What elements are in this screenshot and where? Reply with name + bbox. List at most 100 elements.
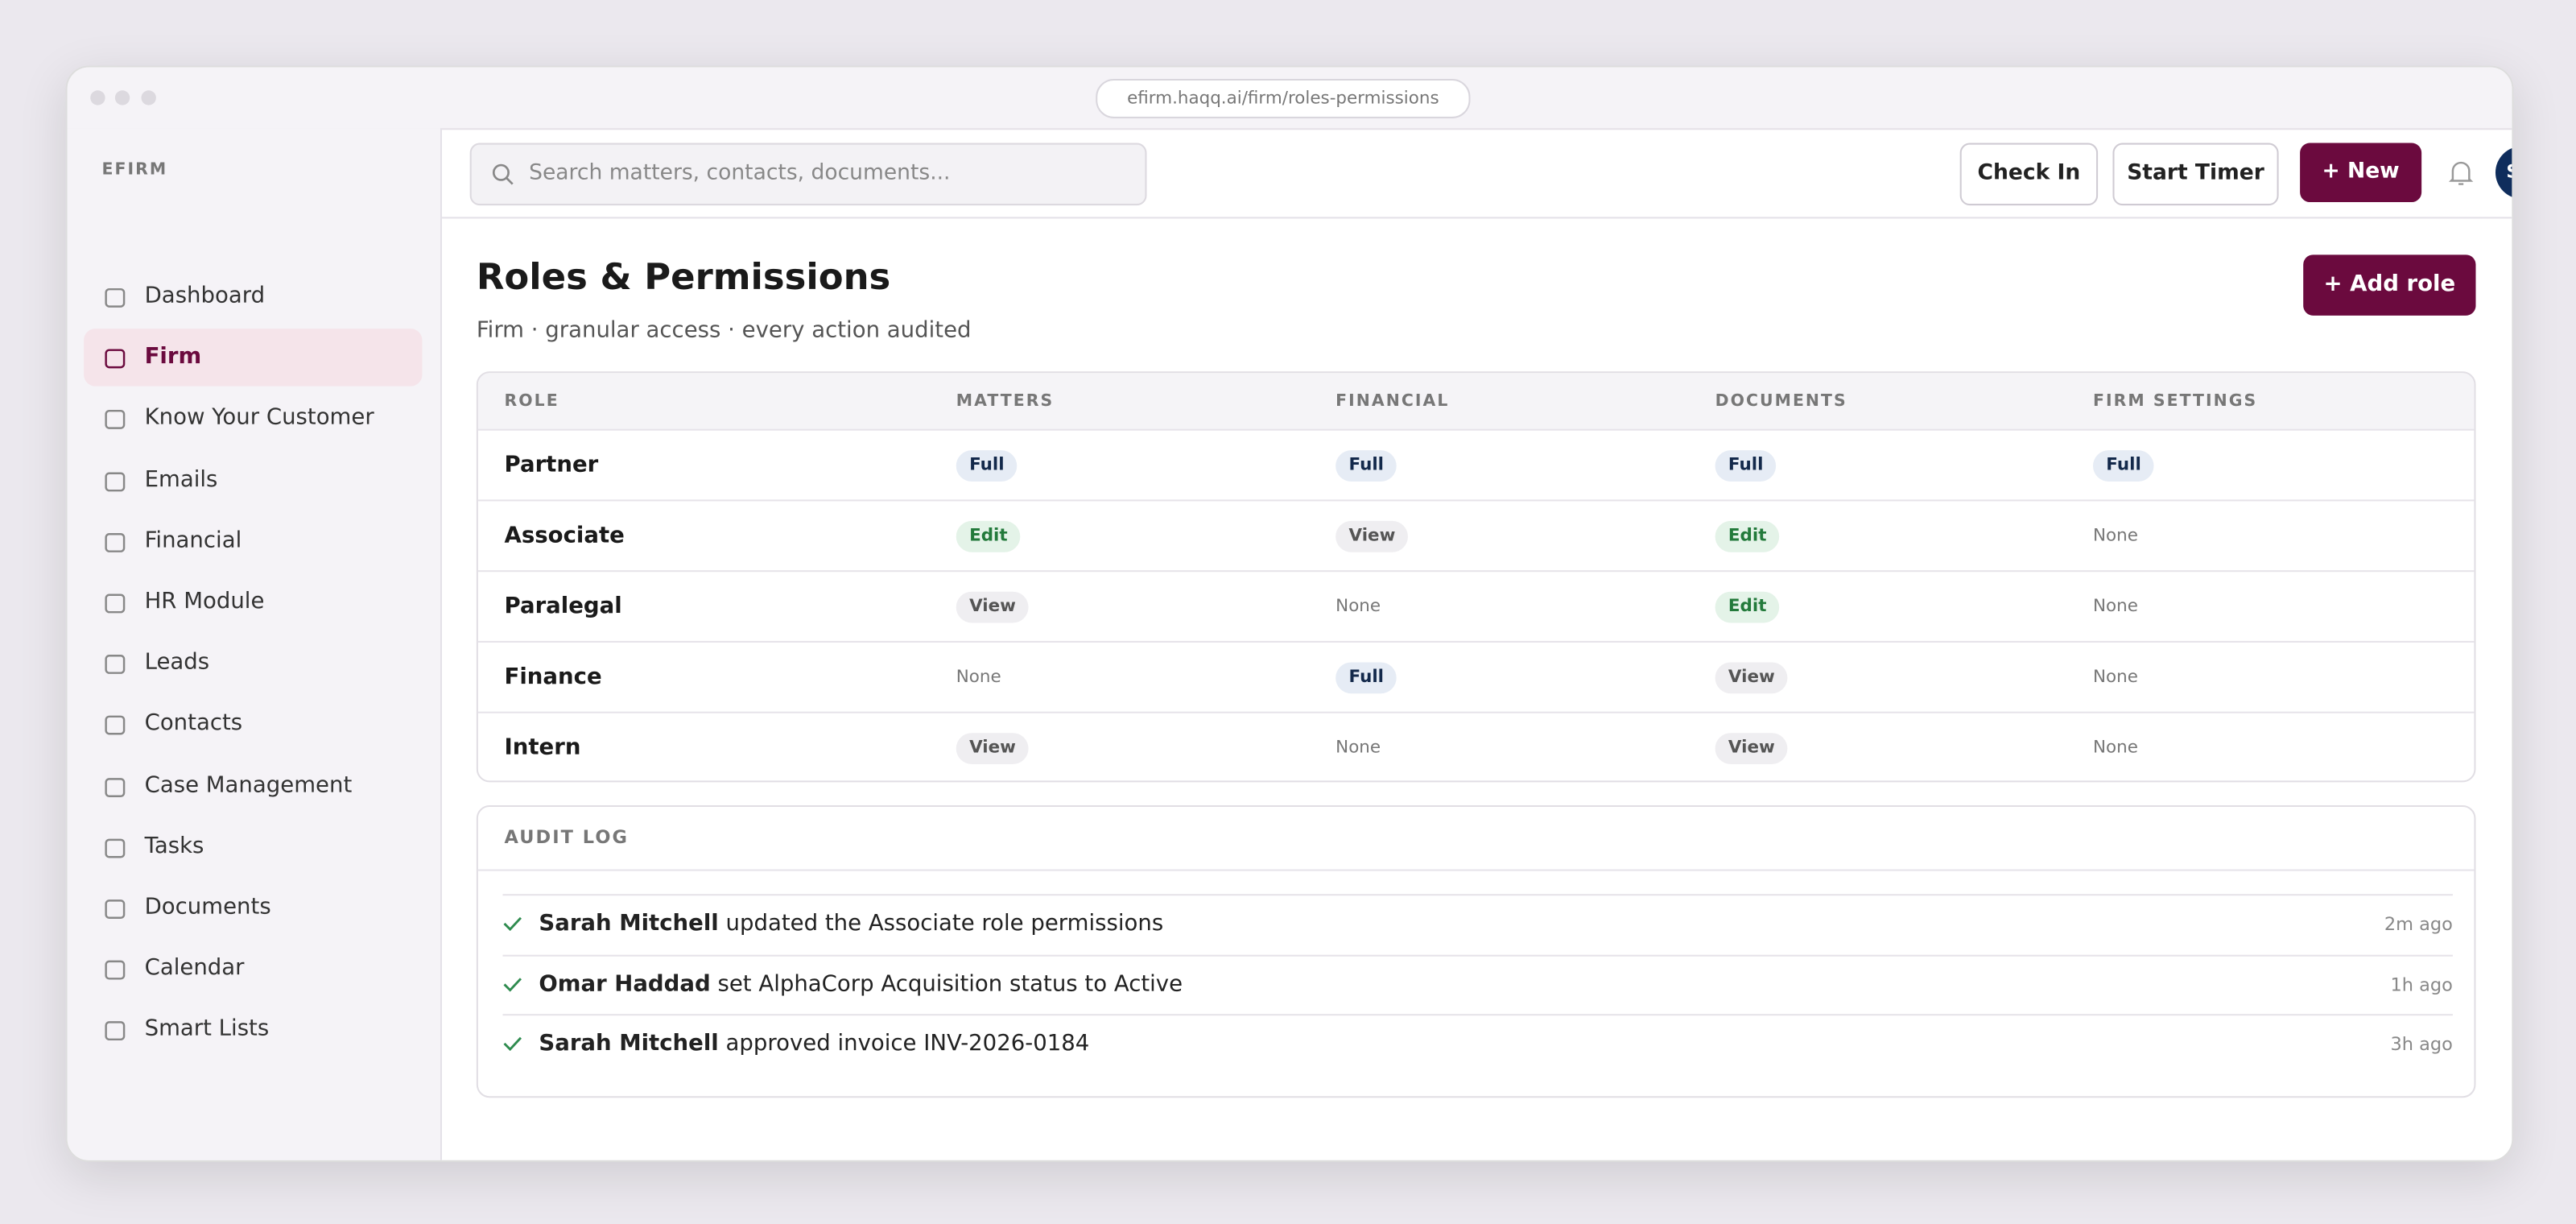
- action: set AlphaCorp Acquisition status to Acti…: [717, 970, 1183, 997]
- nav-icon: [105, 777, 126, 797]
- check-icon: [503, 1036, 522, 1052]
- permission-badge: View: [1715, 733, 1789, 764]
- nav-icon: [105, 1021, 126, 1041]
- search[interactable]: Search matters, contacts, documents...: [469, 143, 1147, 206]
- column-header: DOCUMENTS: [1715, 392, 1847, 411]
- sidebar: EFIRM Dashboard Firm Know Your Customer Ema…: [67, 128, 442, 1160]
- search-placeholder: Search matters, contacts, documents...: [529, 160, 951, 186]
- role-name: Paralegal: [504, 593, 622, 620]
- nav-icon: [105, 532, 126, 552]
- column-header: FINANCIAL: [1335, 392, 1450, 411]
- action: approved invoice INV-2026-0184: [725, 1030, 1090, 1057]
- permission-badge: Edit: [956, 520, 1021, 552]
- permissions-table: ROLE MATTERS FINANCIAL DOCUMENTS FIRM SETTIN…: [476, 371, 2476, 783]
- nav-item[interactable]: Case Management: [84, 757, 422, 814]
- nav-icon: [105, 410, 126, 430]
- check-in-button[interactable]: Check In: [1959, 143, 2099, 206]
- nav-item[interactable]: Calendar: [84, 941, 422, 998]
- nav-icon: [105, 838, 126, 858]
- brand: EFIRM: [101, 160, 168, 180]
- nav-label: Tasks: [144, 833, 204, 859]
- nav-item[interactable]: Dashboard: [84, 268, 422, 325]
- nav-icon: [105, 593, 126, 614]
- permission-badge: Full: [956, 450, 1018, 482]
- nav-item[interactable]: Documents: [84, 879, 422, 937]
- divider: [477, 869, 2475, 871]
- nav-item[interactable]: Tasks: [84, 818, 422, 875]
- table-row: Finance None Full View None: [477, 640, 2475, 713]
- permission-badge: Full: [1335, 662, 1397, 694]
- nav-icon: [105, 287, 126, 308]
- nav-label: Documents: [144, 894, 271, 920]
- permission-badge: Full: [2092, 450, 2155, 482]
- entry-time: 1h ago: [2390, 974, 2453, 995]
- permission-none: None: [956, 667, 1001, 688]
- column-header: FIRM SETTINGS: [2092, 392, 2258, 411]
- nav-label: Emails: [144, 465, 218, 493]
- table-row: Associate Edit View Edit None: [477, 499, 2475, 572]
- nav-label: Know Your Customer: [144, 404, 374, 432]
- nav-icon: [105, 349, 126, 369]
- add-role-label: Add role: [2350, 271, 2456, 298]
- permission-badge: View: [956, 591, 1030, 623]
- role-name: Partner: [504, 452, 599, 478]
- entry-text: Omar Haddad set AlphaCorp Acquisition st…: [539, 970, 1183, 997]
- column-header: ROLE: [504, 392, 559, 411]
- nav-item[interactable]: Know Your Customer: [84, 390, 422, 447]
- new-button[interactable]: + New: [2300, 143, 2422, 203]
- page-title: Roles & Permissions: [476, 258, 891, 300]
- nav-item[interactable]: Smart Lists: [84, 1002, 422, 1059]
- avatar[interactable]: SM: [2495, 146, 2512, 199]
- window-dot: [141, 90, 156, 105]
- app-window: efirm.haqq.ai/firm/roles-permissions EFI…: [65, 65, 2514, 1162]
- permission-none: None: [2092, 526, 2138, 546]
- check-icon: [503, 916, 522, 932]
- permission-badge: Edit: [1715, 520, 1780, 552]
- header: Search matters, contacts, documents... C…: [441, 128, 2512, 219]
- table-header: [477, 373, 2475, 429]
- new-label: New: [2347, 159, 2400, 184]
- space: [711, 970, 718, 997]
- nav-label: Firm: [144, 343, 202, 370]
- role-name: Intern: [504, 734, 581, 761]
- permission-none: None: [2092, 596, 2138, 617]
- plus: +: [2323, 271, 2351, 298]
- column-header: MATTERS: [956, 392, 1055, 411]
- audit-log: AUDIT LOG Sarah Mitchell updated the Ass…: [476, 804, 2476, 1098]
- role-name: Finance: [504, 664, 602, 691]
- nav-label: Dashboard: [144, 283, 266, 309]
- table-row: Paralegal View None Edit None: [477, 570, 2475, 643]
- bell-icon[interactable]: [2448, 159, 2475, 188]
- nav-icon: [105, 961, 126, 980]
- action: updated the Associate role permissions: [725, 910, 1164, 937]
- permission-none: None: [2092, 738, 2138, 758]
- nav-icon: [105, 716, 126, 736]
- permission-none: None: [2092, 667, 2138, 688]
- window-dot: [90, 90, 105, 105]
- start-timer-button[interactable]: Start Timer: [2112, 143, 2279, 206]
- nav-icon: [105, 471, 126, 491]
- nav-item[interactable]: HR Module: [84, 573, 422, 631]
- browser-bar: efirm.haqq.ai/firm/roles-permissions: [67, 67, 2512, 130]
- check-icon: [503, 977, 522, 991]
- nav-item[interactable]: Contacts: [84, 696, 422, 753]
- add-role-button[interactable]: + Add role: [2303, 254, 2476, 316]
- permission-badge: Edit: [1715, 591, 1780, 623]
- plus: +: [2322, 159, 2347, 184]
- entry-time: 2m ago: [2384, 913, 2453, 936]
- search-icon: [492, 163, 514, 185]
- audit-entry: Sarah Mitchell updated the Associate rol…: [502, 894, 2453, 955]
- space: [719, 911, 726, 937]
- nav-label: HR Module: [144, 588, 265, 615]
- audit-title: AUDIT LOG: [504, 826, 629, 849]
- permission-badge: Full: [1335, 450, 1397, 482]
- nav-item[interactable]: Emails: [84, 451, 422, 508]
- nav-item[interactable]: Leads: [84, 635, 422, 692]
- page-subtitle: Firm · granular access · every action au…: [476, 316, 972, 344]
- url[interactable]: efirm.haqq.ai/firm/roles-permissions: [1096, 78, 1471, 118]
- audit-entry: Sarah Mitchell approved invoice INV-2026…: [502, 1014, 2453, 1075]
- nav-item[interactable]: Firm: [84, 329, 423, 387]
- nav-item[interactable]: Financial: [84, 512, 422, 569]
- table-row: Intern View None View None: [477, 711, 2475, 781]
